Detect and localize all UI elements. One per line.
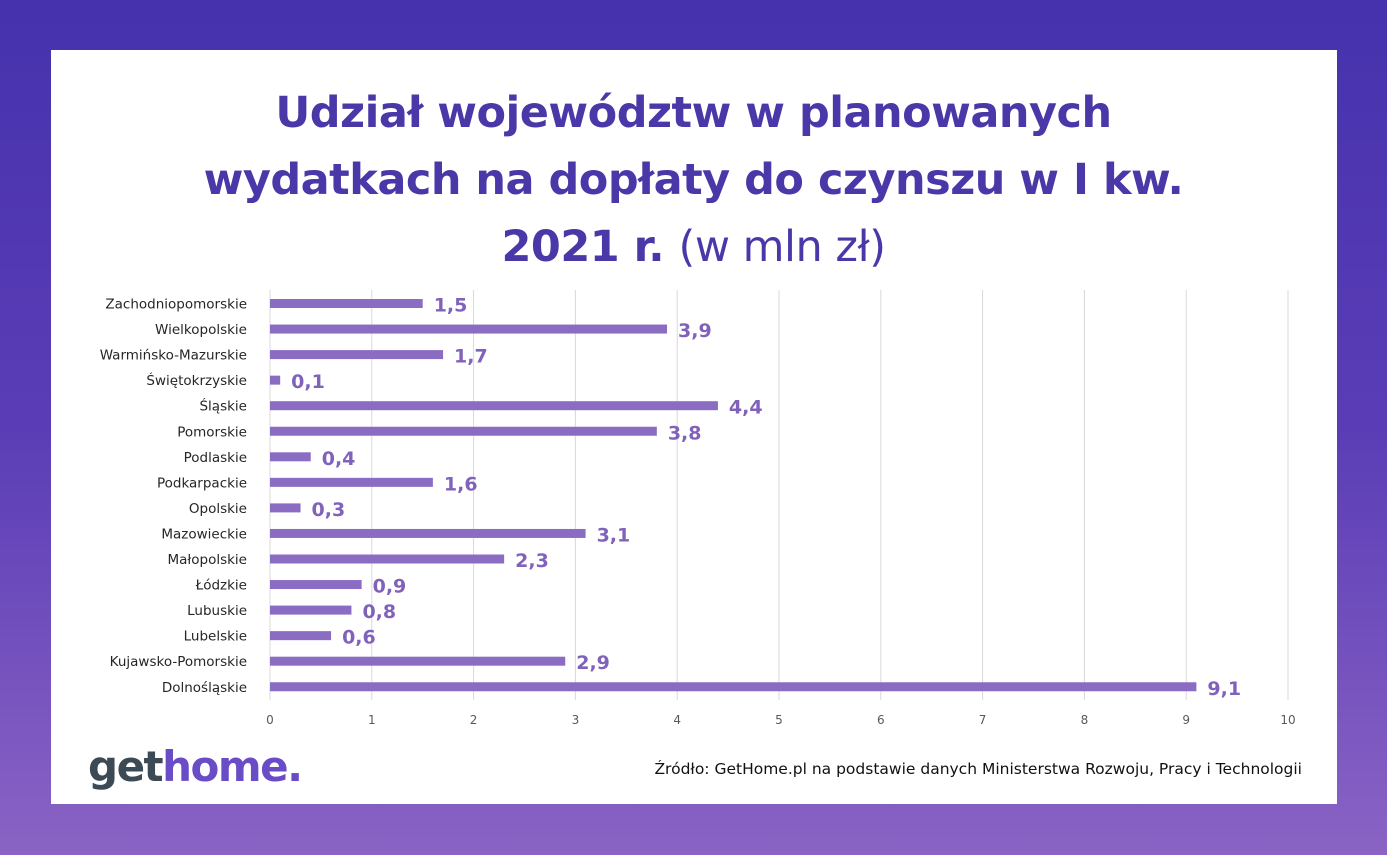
value-label: 1,5 <box>434 295 468 317</box>
value-label: 3,8 <box>668 422 702 444</box>
category-label: Zachodniopomorskie <box>105 297 247 313</box>
value-label: 0,3 <box>312 499 346 521</box>
value-label: 2,3 <box>515 550 549 572</box>
x-tick-label: 2 <box>470 713 478 727</box>
value-label: 0,4 <box>322 448 356 470</box>
category-label: Lubuskie <box>187 603 247 619</box>
bar <box>270 477 433 487</box>
x-tick-label: 10 <box>1280 713 1295 727</box>
value-label: 0,6 <box>342 627 376 649</box>
chart-card <box>51 50 1337 804</box>
category-label: Dolnośląskie <box>162 680 247 696</box>
chart-title: Udział województw w planowanych wydatkac… <box>0 80 1387 281</box>
bar <box>270 426 657 436</box>
category-label: Świętokrzyskie <box>146 371 247 389</box>
bar <box>270 503 301 513</box>
value-label: 9,1 <box>1207 678 1241 700</box>
bar <box>270 631 332 641</box>
title-line-3: 2021 r. (w mln zł) <box>0 214 1387 281</box>
category-label: Mazowieckie <box>161 526 247 542</box>
title-line-1: Udział województw w planowanych <box>275 88 1112 138</box>
x-tick-label: 4 <box>673 713 681 727</box>
category-label: Opolskie <box>189 501 247 517</box>
value-label: 1,6 <box>444 473 478 495</box>
x-tick-label: 0 <box>266 713 274 727</box>
value-label: 0,1 <box>291 371 325 393</box>
x-tick-label: 1 <box>368 713 376 727</box>
x-tick-label: 9 <box>1182 713 1190 727</box>
bar <box>270 656 566 666</box>
category-label: Wielkopolskie <box>155 322 247 338</box>
bar <box>270 605 352 615</box>
value-label: 0,9 <box>373 576 407 598</box>
bar <box>270 299 423 308</box>
title-line-2: wydatkach na dopłaty do czynszu w I kw. <box>203 155 1184 205</box>
gethome-logo: gethome. <box>88 742 303 791</box>
x-tick-label: 8 <box>1081 713 1089 727</box>
x-tick-label: 7 <box>979 713 987 727</box>
value-label: 2,9 <box>576 652 610 674</box>
value-label: 3,9 <box>678 320 712 342</box>
bar <box>270 580 362 590</box>
category-label: Kujawsko-Pomorskie <box>110 654 247 670</box>
category-label: Łódzkie <box>195 578 247 594</box>
x-tick-label: 3 <box>572 713 580 727</box>
category-label: Podkarpackie <box>157 475 247 491</box>
bar <box>270 682 1197 692</box>
category-label: Pomorskie <box>177 424 247 440</box>
value-label: 3,1 <box>597 524 631 546</box>
value-label: 1,7 <box>454 346 488 368</box>
x-tick-label: 5 <box>775 713 783 727</box>
category-label: Śląskie <box>199 397 247 415</box>
category-label: Podlaskie <box>184 450 247 466</box>
value-label: 4,4 <box>729 397 763 419</box>
category-label: Lubelskie <box>184 629 247 645</box>
category-label: Małopolskie <box>167 552 247 568</box>
value-label: 0,8 <box>362 601 396 623</box>
category-label: Warmińsko-Mazurskie <box>100 348 247 364</box>
bar <box>270 554 505 564</box>
bar <box>270 324 668 334</box>
bar <box>270 401 718 411</box>
title-unit: (w mln zł) <box>678 222 886 272</box>
bar <box>270 375 281 385</box>
bar <box>270 452 311 462</box>
bar <box>270 350 444 360</box>
title-year: 2021 r. <box>501 222 665 272</box>
bar <box>270 528 586 538</box>
x-tick-label: 6 <box>877 713 885 727</box>
source-note: Źródło: GetHome.pl na podstawie danych M… <box>654 760 1302 778</box>
